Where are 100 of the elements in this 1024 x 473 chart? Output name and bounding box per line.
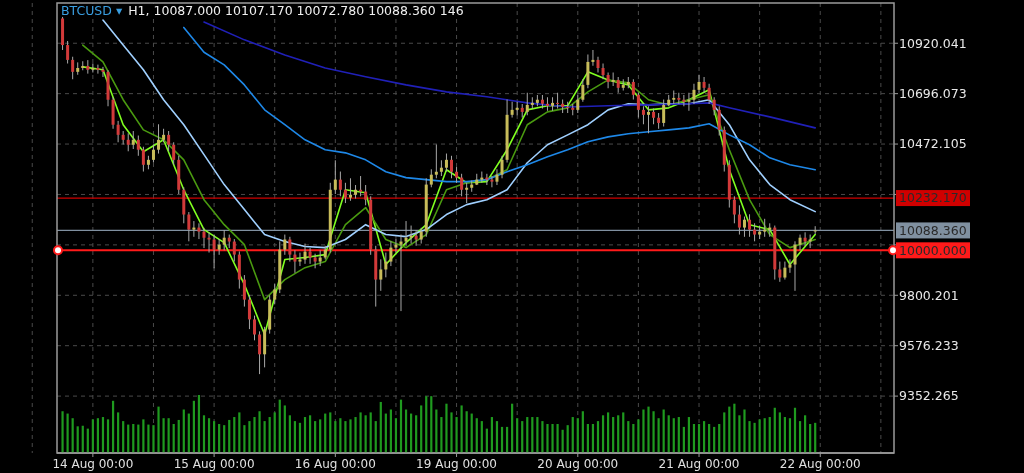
- candlestick: [702, 76, 706, 94]
- bar: [425, 396, 428, 453]
- candlestick: [566, 101, 570, 114]
- candlestick: [293, 249, 297, 274]
- candlestick: [753, 222, 757, 242]
- bar: [273, 412, 276, 453]
- candlestick: [692, 83, 696, 105]
- line-series: [203, 21, 816, 129]
- candlestick: [798, 234, 802, 251]
- bar: [238, 412, 241, 453]
- bar: [344, 421, 347, 453]
- bar: [117, 412, 120, 453]
- x-tick-label: 16 Aug 00:00: [294, 457, 376, 471]
- bar: [248, 421, 251, 453]
- ref-line-label: 10232.170: [899, 190, 967, 206]
- bar: [329, 412, 332, 453]
- bar: [369, 412, 372, 453]
- x-tick-label: 22 Aug 00:00: [779, 457, 861, 471]
- candlestick: [172, 141, 176, 166]
- candlestick: [712, 96, 716, 116]
- candlestick: [96, 64, 100, 75]
- candlestick: [247, 294, 251, 330]
- candlestick: [298, 252, 302, 267]
- candlestick: [636, 92, 640, 119]
- candlestick: [647, 105, 651, 134]
- candlestick: [232, 238, 236, 263]
- x-tick-label: 15 Aug 00:00: [173, 457, 255, 471]
- candlestick: [364, 184, 368, 206]
- bar: [738, 415, 741, 453]
- bar: [253, 417, 256, 453]
- bar: [147, 424, 150, 453]
- candlestick: [333, 159, 337, 195]
- candlestick: [187, 211, 191, 242]
- candlestick: [167, 130, 171, 152]
- candlestick: [581, 78, 585, 103]
- bar: [359, 412, 362, 453]
- bar: [460, 405, 463, 453]
- candlestick: [338, 171, 342, 197]
- bar: [243, 425, 246, 453]
- x-tick-label: 19 Aug 00:00: [416, 457, 498, 471]
- x-tick-label: 21 Aug 00:00: [658, 457, 740, 471]
- candlestick: [525, 92, 529, 116]
- bar: [440, 417, 443, 453]
- candlestick: [308, 247, 312, 265]
- candlestick: [212, 234, 216, 269]
- bar: [420, 405, 423, 453]
- candlestick: [399, 234, 403, 312]
- y-tick-label: 9576.233: [899, 338, 959, 354]
- candlestick: [258, 330, 262, 375]
- candlestick: [414, 229, 418, 247]
- bar: [642, 409, 645, 453]
- candlestick: [273, 283, 277, 305]
- bar: [541, 421, 544, 453]
- bar: [152, 425, 155, 453]
- candlestick: [404, 220, 408, 247]
- candlestick: [283, 234, 287, 256]
- candlestick: [808, 234, 812, 249]
- candlestick: [697, 74, 701, 94]
- candlestick: [434, 144, 438, 179]
- candlestick: [465, 182, 469, 204]
- bar: [61, 411, 64, 453]
- bar: [743, 409, 746, 453]
- candlestick: [631, 78, 635, 101]
- x-tick-label: 14 Aug 00:00: [52, 457, 134, 471]
- candlestick: [444, 153, 448, 173]
- bar: [622, 412, 625, 453]
- bar: [637, 419, 640, 453]
- ref-line-label: 10088.360: [899, 222, 967, 238]
- candlestick: [136, 135, 140, 157]
- bar: [455, 417, 458, 453]
- candlestick: [91, 63, 95, 73]
- line-series: [182, 26, 816, 183]
- candlestick: [783, 261, 787, 281]
- candlestick: [343, 182, 347, 204]
- candlestick: [803, 231, 807, 247]
- candlestick: [586, 54, 590, 89]
- candlestick: [151, 144, 155, 164]
- candlestick: [131, 130, 135, 150]
- candlestick: [242, 274, 246, 308]
- candlestick: [409, 225, 413, 245]
- candlestick: [687, 92, 691, 112]
- bar: [354, 417, 357, 453]
- bar: [445, 403, 448, 453]
- bar: [450, 412, 453, 453]
- candlestick: [793, 240, 797, 292]
- candlestick: [348, 177, 352, 202]
- candlestick: [530, 96, 534, 110]
- bar: [607, 412, 610, 453]
- bar: [162, 418, 165, 453]
- bar: [647, 406, 650, 453]
- candlestick: [662, 99, 666, 128]
- candlestick: [596, 56, 600, 73]
- bar: [652, 411, 655, 453]
- candlestick: [253, 315, 257, 341]
- chart-subtitle: H1, 10087.000 10107.170 10072.780 10088.360 146: [128, 2, 464, 18]
- candlestick: [71, 56, 75, 80]
- chart-title: BTCUSD ▾: [61, 2, 123, 18]
- bar: [157, 406, 160, 453]
- bar: [258, 411, 261, 453]
- candlestick: [303, 243, 307, 265]
